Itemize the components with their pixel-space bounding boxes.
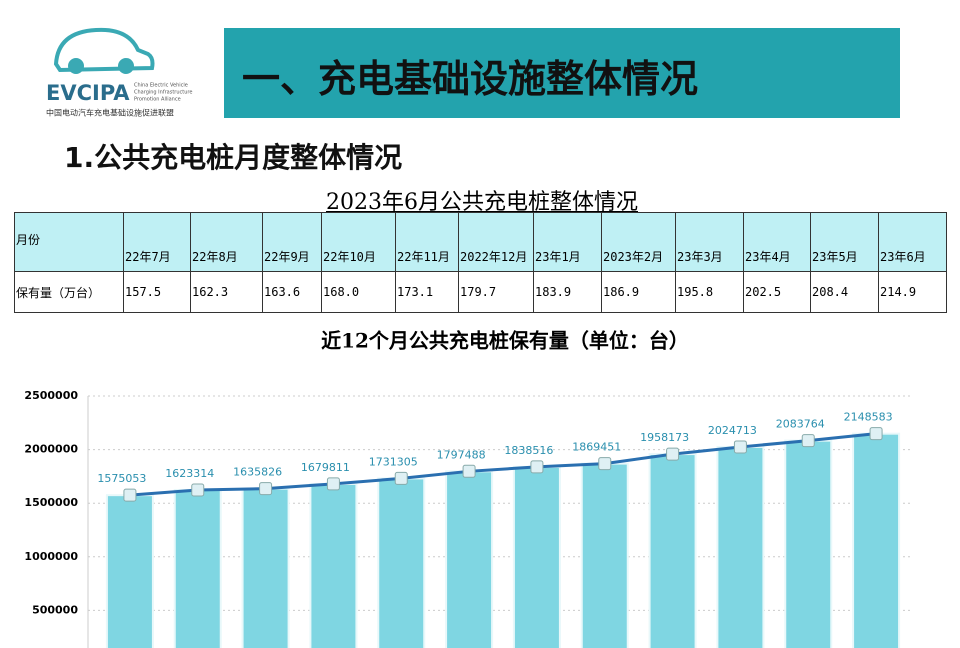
point: [733, 440, 747, 454]
table-cell: 23年4月: [743, 212, 811, 272]
logo-wheel: [118, 58, 134, 74]
table-cell: 22年7月: [123, 212, 191, 272]
point: [598, 457, 612, 471]
table-cell: 23年6月: [878, 212, 947, 272]
logo-car: [53, 27, 155, 73]
y-tick-label: 2000000: [24, 443, 78, 456]
section-title: 1.公共充电桩月度整体情况: [64, 141, 403, 174]
bar: [377, 477, 426, 648]
table-cell: 202.5: [743, 271, 811, 313]
bar: [309, 482, 358, 648]
table-cell: 186.9: [601, 271, 676, 313]
logo-english: Charging Infrastructure: [134, 90, 192, 96]
value-label: 2083764: [776, 418, 825, 431]
point: [394, 471, 408, 485]
bar: [648, 453, 697, 648]
value-label: 1797488: [437, 448, 486, 461]
table-cell: 2023年2月: [601, 212, 676, 272]
logo: EVCIPA China Electric Vehicle Charging I…: [46, 27, 192, 118]
header-title: 一、充电基础设施整体情况: [242, 57, 699, 101]
data-table: 月份 22年7月 22年8月 22年9月 22年10月 22年11月 2022年12月 23年…: [14, 212, 947, 313]
logo-english: China Electric Vehicle: [134, 83, 188, 89]
table-cell: 22年11月: [395, 212, 459, 272]
table-cell: 208.4: [810, 271, 879, 313]
table-cell: 179.7: [458, 271, 534, 313]
bar: [852, 432, 901, 648]
table-cell: 163.6: [262, 271, 322, 313]
table-cell: 月份: [14, 212, 124, 272]
point: [801, 434, 815, 448]
table-row: 月份 22年7月 22年8月 22年9月 22年10月 22年11月 2022年12月 23年…: [14, 212, 947, 272]
table-cell: 23年5月: [810, 212, 879, 272]
point: [191, 483, 205, 497]
chart: 近12个月公共充电桩保有量（单位：台） 500000 1000000 1500000…: [24, 329, 910, 648]
table-cell: 23年3月: [675, 212, 744, 272]
bar: [105, 494, 154, 648]
table-cell: 183.9: [533, 271, 602, 313]
header-bar: 一、充电基础设施整体情况: [224, 28, 900, 118]
bar: [445, 470, 494, 648]
y-tick-label: 1500000: [24, 496, 78, 509]
value-label: 1623314: [165, 467, 214, 480]
point: [259, 482, 273, 496]
logo-chinese: 中国电动汽车充电基础设施促进联盟: [46, 108, 174, 118]
table-title: 2023年6月公共充电桩整体情况: [326, 190, 638, 215]
table-cell: 168.0: [321, 271, 396, 313]
value-label: 2024713: [708, 424, 757, 437]
table-cell: 162.3: [190, 271, 263, 313]
point: [462, 464, 476, 478]
value-label: 1731305: [369, 455, 418, 468]
table-cell: 22年10月: [321, 212, 396, 272]
bar: [784, 439, 833, 648]
bar: [580, 462, 629, 648]
y-tick-label: 2500000: [24, 389, 78, 402]
value-label: 1635826: [233, 466, 282, 479]
bar: [512, 465, 561, 648]
table-cell: 173.1: [395, 271, 459, 313]
point: [123, 488, 137, 502]
logo-name: EVCIPA: [46, 81, 130, 105]
table-cell: 157.5: [123, 271, 191, 313]
y-tick-label: 500000: [32, 603, 78, 616]
bar: [173, 488, 222, 648]
point: [869, 427, 883, 441]
point: [666, 447, 680, 461]
table-row: 保有量（万台） 157.5 162.3 163.6 168.0 173.1 179.7 183…: [14, 271, 947, 313]
table-cell: 214.9: [878, 271, 947, 313]
table-cell: 22年9月: [262, 212, 322, 272]
table-cell: 22年8月: [190, 212, 263, 272]
table-cell: 195.8: [675, 271, 744, 313]
value-label: 1958173: [640, 431, 689, 444]
bar: [716, 445, 765, 648]
value-label: 1679811: [301, 461, 350, 474]
logo-wheel: [68, 58, 84, 74]
logo-english: Promotion Alliance: [134, 97, 181, 103]
table-cell: 保有量（万台）: [14, 271, 124, 313]
y-tick-label: 1000000: [24, 550, 78, 563]
line: [129, 432, 877, 497]
point: [326, 477, 340, 491]
chart-title: 近12个月公共充电桩保有量（单位：台）: [321, 329, 689, 353]
value-label: 1575053: [97, 472, 146, 485]
table-cell: 2022年12月: [458, 212, 534, 272]
value-label: 1869451: [572, 441, 621, 454]
point: [530, 460, 544, 474]
value-label: 1838516: [504, 444, 553, 457]
value-label: 2148583: [844, 411, 893, 424]
bar: [241, 487, 290, 648]
table-cell: 23年1月: [533, 212, 602, 272]
